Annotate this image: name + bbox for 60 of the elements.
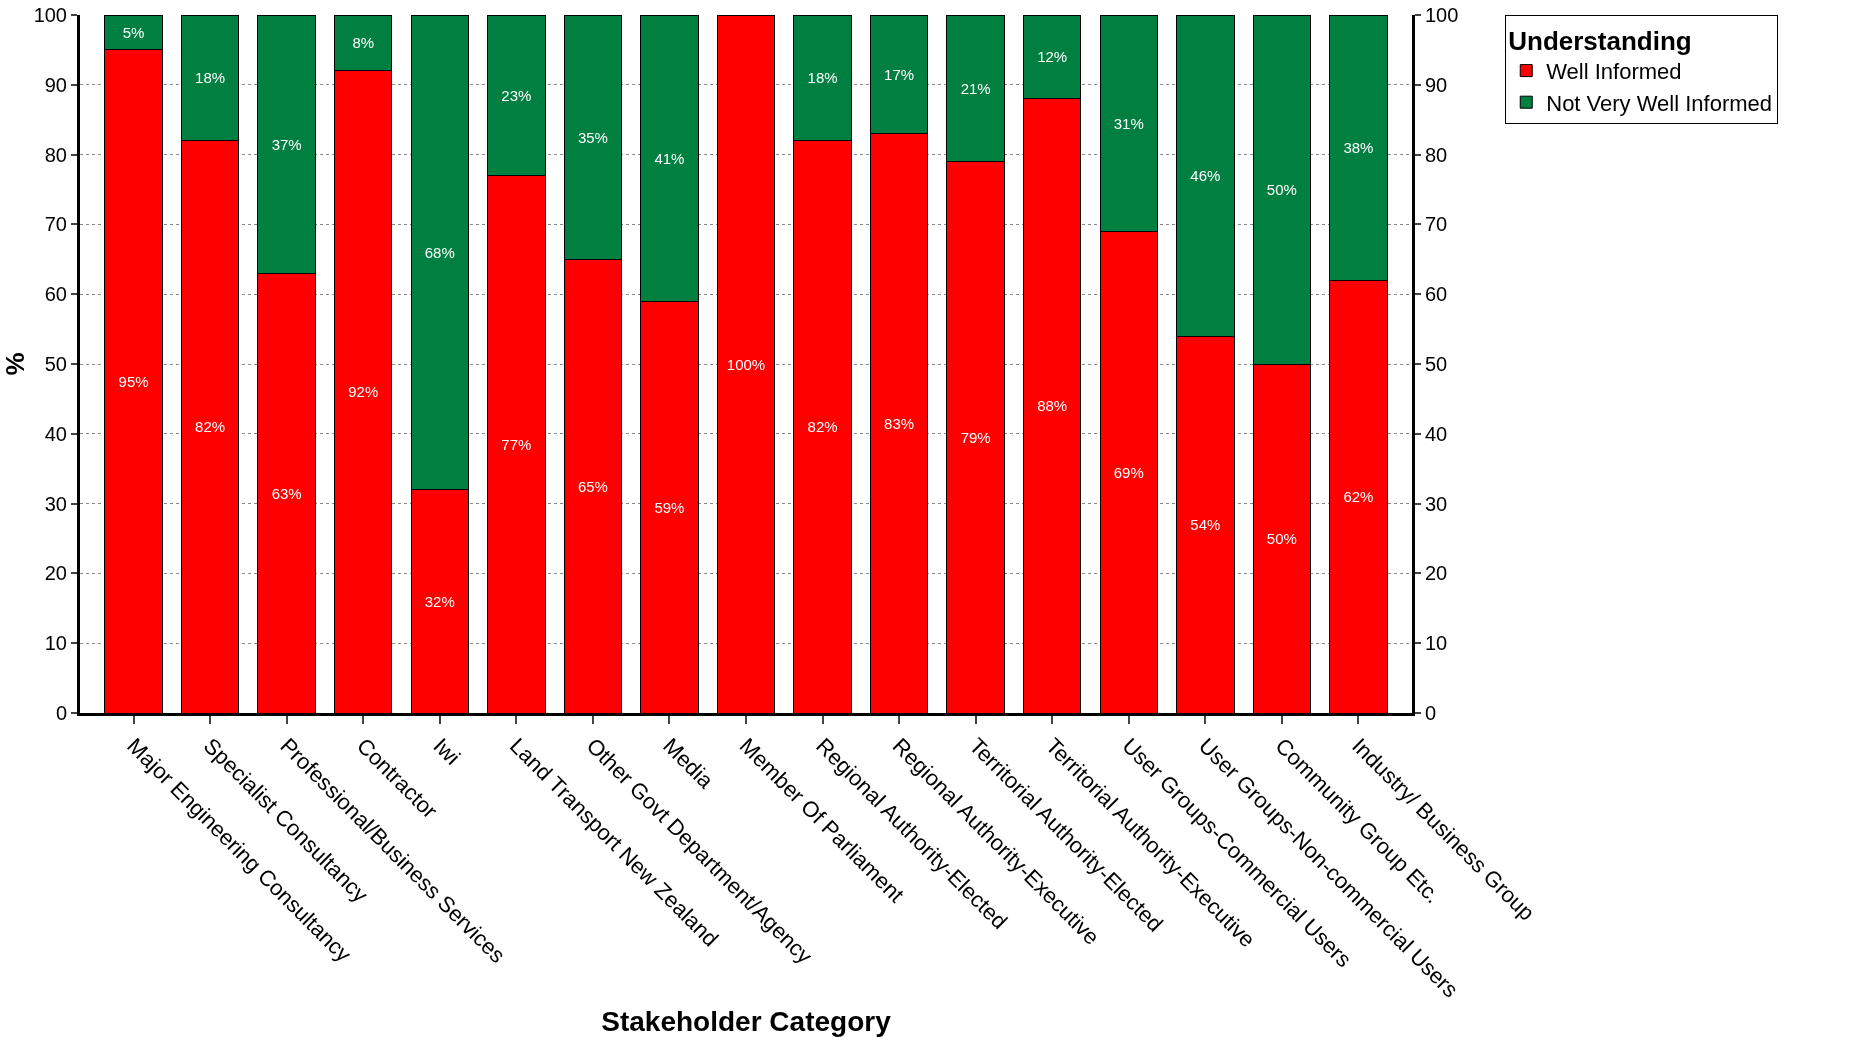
legend-title: Understanding	[1508, 25, 1692, 56]
data-label: 50%	[1266, 530, 1297, 547]
legend-label: Not Very Well Informed	[1546, 90, 1773, 116]
data-label: 32%	[424, 592, 455, 610]
data-label: 88%	[1037, 397, 1068, 415]
data-label: 21%	[960, 79, 991, 97]
y2-tick-label: 80	[1425, 143, 1448, 166]
y2-tick-label: 30	[1425, 492, 1448, 515]
data-label: 79%	[960, 428, 991, 446]
y-tick-label: 30	[44, 492, 67, 515]
y2-tick-label: 20	[1425, 562, 1448, 585]
data-label: 69%	[1113, 463, 1144, 481]
data-label: 63%	[271, 484, 302, 502]
y-tick-label: 90	[44, 73, 67, 96]
data-label: 41%	[654, 149, 685, 167]
legend-label: Well Informed	[1546, 59, 1682, 85]
data-label: 62%	[1343, 488, 1374, 506]
data-label: 31%	[1113, 114, 1144, 132]
data-label: 65%	[577, 477, 608, 495]
y-tick-label: 80	[44, 143, 67, 166]
data-label: 82%	[807, 418, 838, 436]
data-label: 68%	[424, 243, 455, 261]
y-tick-label: 100	[33, 4, 67, 26]
y-tick-label: 50	[44, 353, 67, 375]
y-tick-label: 40	[44, 422, 67, 445]
data-label: 100%	[726, 355, 766, 373]
data-label: 95%	[118, 372, 149, 390]
data-label: 83%	[884, 414, 915, 432]
data-label: 23%	[501, 86, 532, 104]
data-label: 82%	[195, 418, 226, 436]
data-label: 12%	[1037, 48, 1068, 66]
data-label: 35%	[577, 128, 608, 146]
data-label: 37%	[271, 135, 302, 153]
data-label: 77%	[501, 435, 532, 453]
y-tick-label: 70	[44, 213, 67, 236]
y2-tick-label: 60	[1425, 283, 1448, 306]
y2-tick-label: 40	[1425, 422, 1448, 445]
data-label: 18%	[195, 69, 226, 87]
data-label: 38%	[1343, 139, 1374, 157]
y2-tick-label: 90	[1425, 73, 1448, 96]
y2-tick-label: 70	[1425, 213, 1448, 236]
y-tick-label: 10	[44, 632, 67, 655]
data-label: 5%	[122, 23, 145, 41]
y-tick-label: 0	[55, 702, 67, 724]
data-label: 18%	[807, 69, 838, 87]
x-axis-title: Stakeholder Category	[601, 1006, 892, 1037]
data-label: 54%	[1190, 516, 1221, 534]
y-tick-label: 20	[44, 562, 67, 585]
y2-tick-label: 50	[1425, 353, 1448, 375]
data-label: 46%	[1190, 167, 1221, 185]
y-tick-label: 60	[44, 283, 67, 306]
data-label: 92%	[348, 383, 379, 401]
data-label: 59%	[654, 498, 685, 516]
y2-tick-label: 0	[1425, 702, 1437, 724]
data-label: 50%	[1266, 181, 1297, 198]
y-axis-title: %	[0, 352, 30, 376]
data-label: 8%	[352, 34, 375, 52]
y2-tick-label: 100	[1425, 4, 1459, 26]
data-label: 17%	[884, 65, 915, 83]
y2-tick-label: 10	[1425, 632, 1448, 655]
